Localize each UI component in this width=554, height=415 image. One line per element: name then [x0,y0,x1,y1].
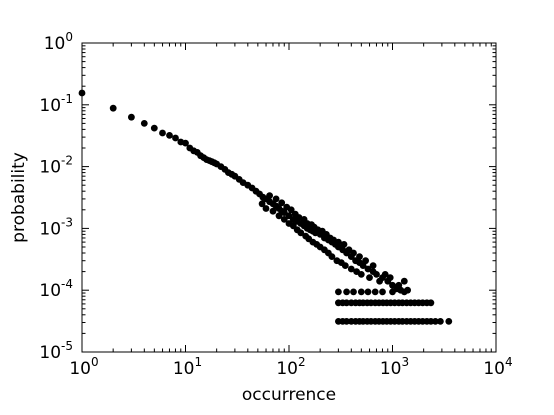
data-point [371,288,379,296]
data-point [386,274,394,281]
data-point [340,241,348,248]
y-tick-label: 10-1 [39,92,73,116]
data-point [381,271,389,278]
data-point [341,262,349,269]
x-axis-label: occurrence [242,385,336,405]
y-tick-label: 10-3 [39,215,73,239]
x-tick-label: 100 [69,355,98,379]
data-point [350,249,357,257]
data-point [109,104,117,112]
x-tick-label: 104 [483,355,512,379]
axis-ticks: 100 101 102 103 104 100 10-1 10-2 10-3 10-4 10-5 [39,30,512,379]
data-point [182,139,189,147]
data-point [328,253,336,260]
data-point [400,288,408,296]
data-point [347,265,355,273]
y-tick-label: 10-4 [39,277,73,301]
data-point [280,216,288,223]
data-point [437,318,444,325]
data-point [343,318,350,325]
x-tick-label: 102 [276,355,305,379]
data-point [269,207,277,215]
data-point [379,288,386,296]
data-point [445,318,453,325]
data-point [369,262,377,269]
data-point [356,253,363,260]
data-point [373,271,380,278]
data-point [150,124,158,132]
data-point [272,195,280,203]
y-tick-label: 10-5 [39,339,73,363]
data-point [366,274,373,281]
data-point [335,288,342,296]
data-point [395,281,403,289]
x-tick-label: 101 [173,355,202,379]
data-point [172,134,179,142]
data-point [127,113,135,121]
data-point [400,277,408,285]
plot-frame [81,42,497,353]
y-tick-label: 100 [44,30,73,54]
data-point [295,214,303,221]
data-point [376,277,383,285]
data-point [427,299,435,307]
data-point [364,288,372,296]
data-point [266,192,273,200]
data-point [262,205,270,212]
data-point [343,288,350,296]
data-point [362,257,369,265]
data-point [350,288,357,296]
data-point [278,199,286,207]
data-point [364,265,372,273]
data-point [297,229,305,237]
y-tick-label: 10-2 [39,154,73,178]
data-point [140,120,148,127]
data-point [166,132,173,139]
data-point [343,299,350,307]
data-point [159,129,166,137]
data-point [275,212,283,220]
data-point [432,318,439,325]
data-point [357,271,365,278]
data-point [335,238,342,246]
x-tick-label: 103 [380,355,409,379]
data-point [389,288,396,296]
data-point [258,200,266,208]
data-point [287,206,295,214]
data-points [78,89,453,325]
y-axis-label: probability [9,152,29,243]
data-point [357,288,365,296]
